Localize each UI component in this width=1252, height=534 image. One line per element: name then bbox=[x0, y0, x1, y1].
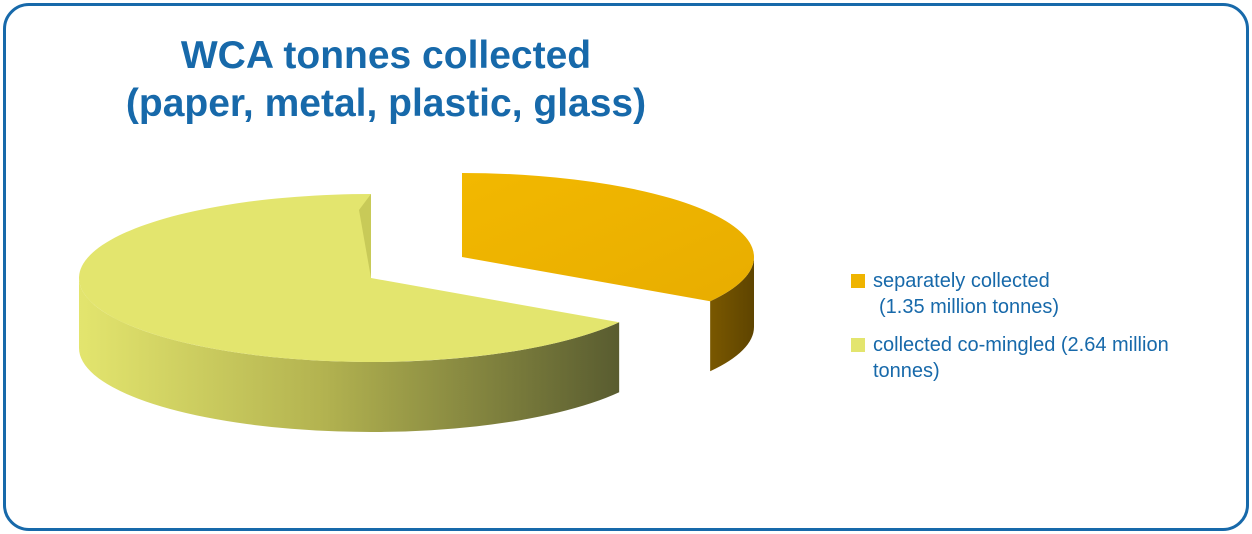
slice-separately-collected bbox=[462, 173, 754, 372]
slice-co-mingled-top bbox=[78, 193, 620, 362]
legend-item-separately-collected: separately collected (1.35 million tonne… bbox=[851, 268, 1241, 320]
legend-label-separately-collected-line-1: separately collected bbox=[873, 270, 1050, 292]
legend-swatch-separately-collected bbox=[851, 274, 865, 288]
legend-label-co-mingled-line-1: collected co-mingled (2.64 million bbox=[873, 334, 1169, 356]
chart-title-line-2: (paper, metal, plastic, glass) bbox=[125, 82, 647, 125]
legend-label-co-mingled-line-2: tonnes) bbox=[873, 360, 940, 382]
chart-frame: WCA tonnes collected (paper, metal, plas… bbox=[3, 3, 1249, 531]
legend: separately collected (1.35 million tonne… bbox=[851, 268, 1241, 396]
slice-separately-collected-top bbox=[462, 173, 754, 302]
slice-separately-collected-side bbox=[710, 257, 754, 372]
slice-co-mingled-side bbox=[79, 278, 620, 432]
slice-co-mingled bbox=[78, 193, 620, 432]
slice-co-mingled-cut-face bbox=[359, 194, 371, 278]
pie-chart bbox=[78, 173, 754, 432]
legend-swatch-co-mingled bbox=[851, 338, 865, 352]
legend-item-co-mingled: collected co-mingled (2.64 million tonne… bbox=[851, 332, 1241, 384]
chart-title: WCA tonnes collected (paper, metal, plas… bbox=[6, 32, 766, 128]
legend-label-separately-collected-line-2: (1.35 million tonnes) bbox=[879, 296, 1060, 318]
chart-title-line-1: WCA tonnes collected bbox=[180, 34, 592, 77]
